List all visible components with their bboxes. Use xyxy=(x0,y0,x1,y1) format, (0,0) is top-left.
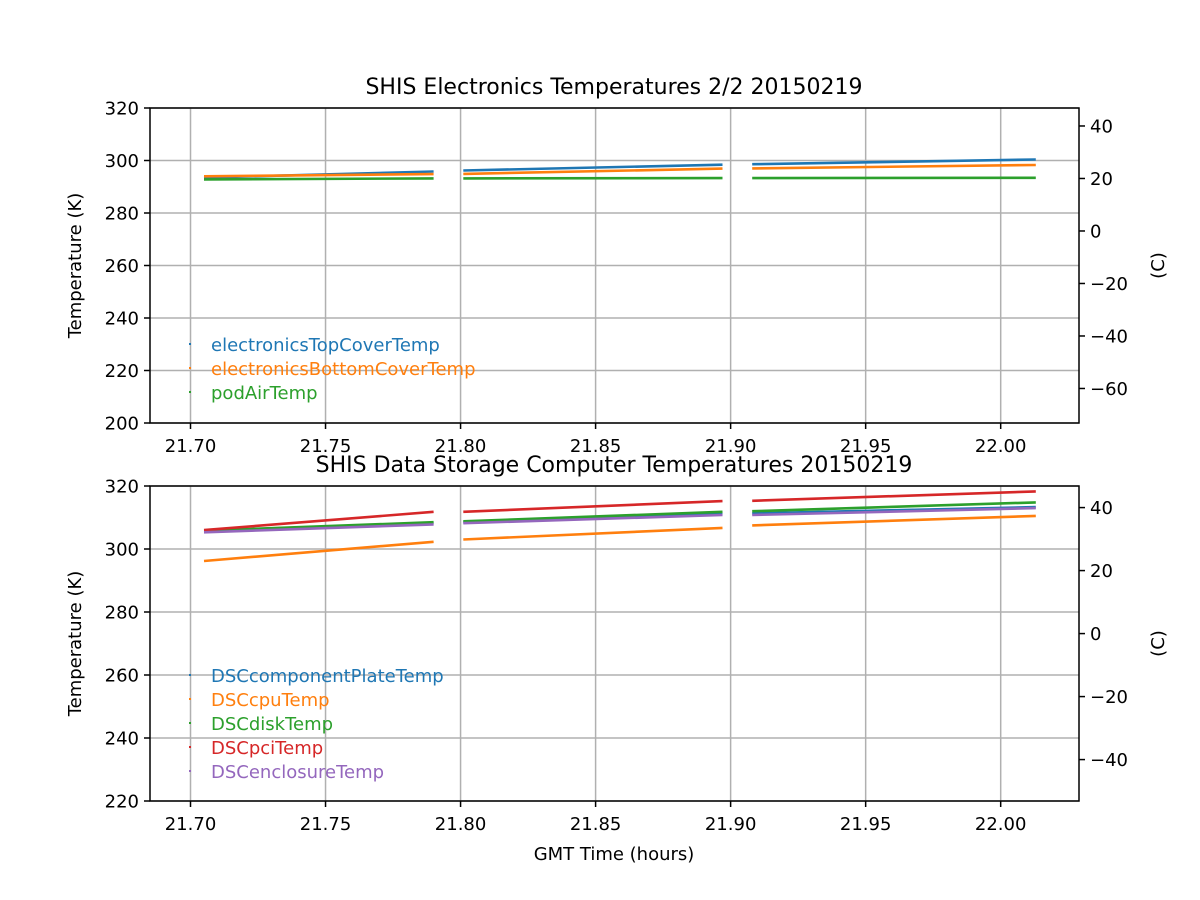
legend-marker xyxy=(189,391,191,393)
legend: DSCcomponentPlateTemp DSCcpuTemp DSCdiskTe… xyxy=(189,666,444,783)
y-axis-label: Temperature (K) xyxy=(65,193,86,340)
data-trace-segment xyxy=(203,520,434,532)
right-y-tick-label: −60 xyxy=(1090,379,1128,400)
right-y-tick-label: 20 xyxy=(1090,561,1113,582)
legend-marker xyxy=(189,343,191,345)
y-tick-label: 240 xyxy=(105,729,139,750)
data-trace-segment xyxy=(463,513,723,525)
right-y-tick-label: 40 xyxy=(1090,498,1113,519)
legend-marker xyxy=(189,674,191,676)
data-trace-segment xyxy=(463,526,723,541)
legend-marker xyxy=(189,722,191,724)
data-trace-segment xyxy=(752,490,1036,503)
legend-label: electronicsBottomCoverTemp xyxy=(211,359,476,380)
data-trace-segment xyxy=(463,510,723,523)
chart-title: SHIS Electronics Temperatures 2/2 201502… xyxy=(365,75,862,100)
series-pod-air-temp xyxy=(203,176,1036,181)
x-tick-label: 21.90 xyxy=(705,814,757,835)
y-tick-label: 240 xyxy=(105,309,139,330)
data-trace-segment xyxy=(463,167,723,176)
series-dscenclosure-temp xyxy=(203,506,1036,534)
y-tick-label: 220 xyxy=(105,792,139,813)
legend-label: podAirTemp xyxy=(211,383,318,404)
chart-title: SHIS Data Storage Computer Temperatures … xyxy=(316,453,913,478)
data-trace-segment xyxy=(463,163,723,172)
x-tick-label: 21.85 xyxy=(570,436,622,457)
legend-marker xyxy=(189,746,191,748)
data-trace-segment xyxy=(752,158,1036,166)
data-trace-segment xyxy=(752,501,1036,513)
legend-label: DSCcpuTemp xyxy=(211,690,330,711)
legend-label: electronicsTopCoverTemp xyxy=(211,335,440,356)
legend-marker xyxy=(189,367,191,369)
series-dscpci-temp xyxy=(203,490,1036,532)
y-tick-label: 320 xyxy=(105,99,139,120)
chart-panel-data-storage: SHIS Data Storage Computer Temperatures … xyxy=(65,453,1169,865)
y-tick-label: 260 xyxy=(105,256,139,277)
legend-label: DSCpciTemp xyxy=(211,738,323,759)
y-tick-label: 320 xyxy=(105,477,139,498)
right-y-tick-label: −20 xyxy=(1090,274,1128,295)
legend-marker xyxy=(189,698,191,700)
x-tick-label: 21.95 xyxy=(840,814,892,835)
right-y-tick-label: −40 xyxy=(1090,326,1128,347)
right-y-tick-label: −20 xyxy=(1090,687,1128,708)
right-y-axis-label: (C) xyxy=(1148,630,1169,657)
data-trace-segment xyxy=(203,510,434,532)
right-y-tick-label: 40 xyxy=(1090,116,1113,137)
y-tick-label: 220 xyxy=(105,361,139,382)
data-trace-segment xyxy=(752,514,1036,527)
x-tick-label: 21.90 xyxy=(705,436,757,457)
legend: electronicsTopCoverTemp electronicsBottom… xyxy=(189,335,476,404)
x-tick-label: 22.00 xyxy=(975,814,1027,835)
x-tick-label: 21.70 xyxy=(165,436,217,457)
y-tick-label: 280 xyxy=(105,204,139,225)
series-dsccpu-temp xyxy=(203,514,1036,563)
series-dscdisk-temp xyxy=(203,501,1036,532)
right-y-tick-label: 0 xyxy=(1090,624,1101,645)
chart-panel-electronics: SHIS Electronics Temperatures 2/2 201502… xyxy=(65,75,1169,457)
y-tick-label: 200 xyxy=(105,414,139,435)
x-tick-label: 21.80 xyxy=(435,436,487,457)
x-tick-label: 21.75 xyxy=(300,436,352,457)
y-tick-label: 280 xyxy=(105,603,139,624)
data-trace-segment xyxy=(203,177,434,181)
x-axis-label: GMT Time (hours) xyxy=(534,844,695,865)
data-trace-segment xyxy=(752,163,1036,170)
x-tick-label: 21.80 xyxy=(435,814,487,835)
right-y-tick-label: −40 xyxy=(1090,750,1128,771)
y-tick-label: 260 xyxy=(105,666,139,687)
data-trace-segment xyxy=(203,540,434,563)
y-axis-label: Temperature (K) xyxy=(65,571,86,718)
legend-marker xyxy=(189,770,191,772)
legend-label: DSCdiskTemp xyxy=(211,714,333,735)
series-electronics-bottom-cover-temp xyxy=(203,163,1036,178)
y-tick-label: 300 xyxy=(105,540,139,561)
x-tick-label: 21.70 xyxy=(165,814,217,835)
y-tick-label: 300 xyxy=(105,151,139,172)
data-trace-segment xyxy=(203,172,434,178)
data-trace-segment xyxy=(463,499,723,514)
right-y-tick-label: 0 xyxy=(1090,221,1101,242)
x-tick-label: 21.85 xyxy=(570,814,622,835)
right-y-axis-label: (C) xyxy=(1148,252,1169,279)
data-trace-segment xyxy=(203,523,434,534)
data-trace-segment xyxy=(752,506,1036,517)
x-tick-label: 21.75 xyxy=(300,814,352,835)
plot-frame xyxy=(149,485,1080,802)
x-tick-label: 21.95 xyxy=(840,436,892,457)
x-tick-label: 22.00 xyxy=(975,436,1027,457)
legend-label: DSCenclosureTemp xyxy=(211,762,384,783)
legend-label: DSCcomponentPlateTemp xyxy=(211,666,444,687)
right-y-tick-label: 20 xyxy=(1090,169,1113,190)
